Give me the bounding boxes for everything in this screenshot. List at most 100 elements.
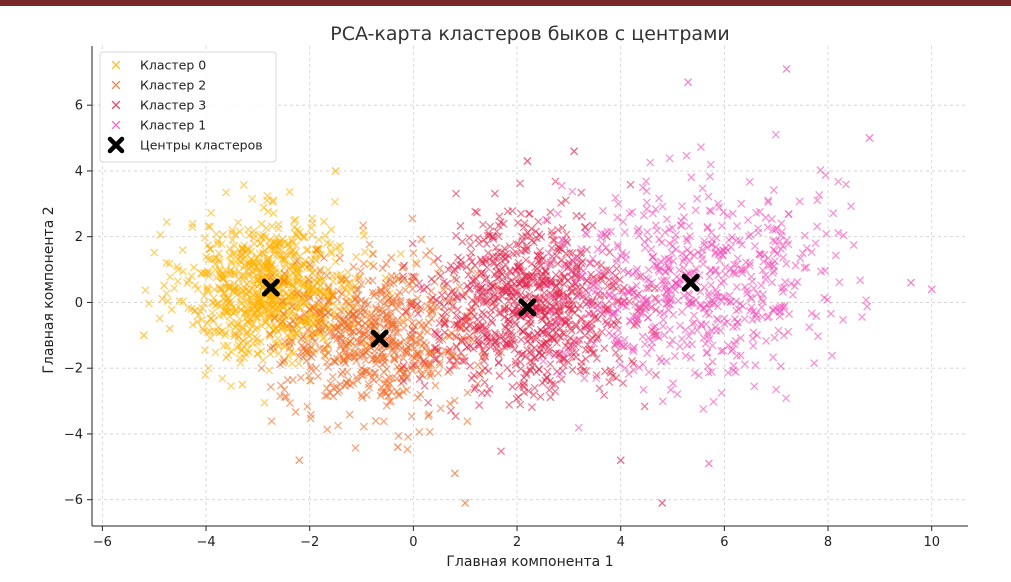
scatter-point bbox=[585, 284, 594, 292]
scatter-point bbox=[636, 309, 645, 318]
scatter-point bbox=[447, 406, 455, 415]
scatter-point bbox=[318, 326, 327, 334]
scatter-point bbox=[494, 221, 503, 230]
scatter-point bbox=[768, 225, 777, 234]
scatter-point bbox=[256, 268, 264, 277]
scatter-point bbox=[689, 251, 698, 260]
scatter-point bbox=[491, 328, 499, 337]
scatter-point bbox=[727, 243, 735, 252]
scatter-point bbox=[315, 319, 323, 328]
scatter-point bbox=[198, 304, 207, 312]
scatter-point bbox=[485, 385, 494, 393]
scatter-point bbox=[504, 251, 513, 260]
scatter-point bbox=[257, 364, 266, 372]
scatter-point bbox=[476, 255, 485, 264]
scatter-point bbox=[560, 263, 569, 271]
scatter-point bbox=[320, 217, 328, 226]
scatter-point bbox=[615, 275, 624, 284]
scatter-point bbox=[247, 293, 256, 302]
scatter-point bbox=[269, 326, 277, 335]
scatter-point bbox=[745, 178, 754, 186]
scatter-point bbox=[927, 285, 936, 294]
scatter-point bbox=[401, 286, 410, 294]
scatter-point bbox=[717, 347, 726, 355]
scatter-point bbox=[699, 303, 708, 312]
scatter-point bbox=[235, 227, 244, 236]
scatter-point bbox=[461, 313, 470, 321]
scatter-point bbox=[188, 321, 197, 329]
scatter-point bbox=[256, 296, 264, 305]
scatter-point bbox=[465, 332, 474, 340]
scatter-point bbox=[448, 302, 457, 311]
scatter-point bbox=[727, 347, 736, 355]
scatter-point bbox=[385, 397, 394, 406]
scatter-point bbox=[139, 331, 148, 340]
scatter-point bbox=[747, 272, 756, 281]
scatter-point bbox=[784, 210, 793, 218]
scatter-point bbox=[594, 281, 603, 289]
scatter-point bbox=[511, 357, 520, 366]
scatter-point bbox=[800, 231, 809, 240]
scatter-point bbox=[784, 240, 793, 249]
scatter-point bbox=[307, 343, 316, 351]
scatter-point bbox=[629, 366, 638, 375]
scatter-point bbox=[657, 238, 666, 247]
scatter-point bbox=[479, 298, 488, 307]
scatter-point bbox=[306, 264, 314, 272]
scatter-point bbox=[407, 298, 416, 307]
scatter-point bbox=[649, 331, 658, 340]
scatter-point bbox=[839, 231, 848, 240]
scatter-point bbox=[242, 266, 251, 275]
scatter-point bbox=[725, 291, 734, 300]
scatter-point bbox=[724, 341, 733, 350]
scatter-point bbox=[502, 324, 510, 333]
scatter-point bbox=[678, 335, 686, 343]
scatter-point bbox=[658, 397, 667, 406]
scatter-point bbox=[505, 242, 514, 251]
scatter-point bbox=[711, 286, 720, 294]
scatter-point bbox=[435, 319, 444, 327]
scatter-point bbox=[633, 227, 642, 235]
scatter-point bbox=[383, 286, 392, 295]
scatter-point bbox=[375, 375, 383, 383]
scatter-point bbox=[771, 237, 780, 246]
scatter-point bbox=[729, 366, 738, 375]
scatter-point bbox=[170, 284, 179, 293]
y-tick-label: 2 bbox=[75, 230, 83, 245]
scatter-point bbox=[408, 214, 417, 223]
scatter-point bbox=[384, 318, 392, 327]
scatter-point bbox=[254, 290, 262, 299]
scatter-point bbox=[292, 241, 300, 250]
scatter-point bbox=[613, 339, 621, 348]
scatter-point bbox=[379, 417, 388, 426]
scatter-point bbox=[567, 288, 576, 297]
scatter-point bbox=[365, 341, 374, 349]
scatter-point bbox=[765, 261, 774, 270]
scatter-point bbox=[309, 303, 318, 312]
scatter-point bbox=[664, 286, 672, 294]
scatter-point bbox=[486, 222, 494, 231]
scatter-point bbox=[711, 266, 720, 275]
scatter-point bbox=[708, 341, 717, 350]
scatter-point bbox=[221, 303, 230, 312]
scatter-point bbox=[621, 228, 629, 236]
scatter-point bbox=[528, 362, 536, 371]
scatter-point bbox=[737, 199, 746, 208]
scatter-point bbox=[494, 351, 503, 359]
scatter-point bbox=[359, 422, 368, 431]
scatter-point bbox=[238, 244, 247, 252]
scatter-point bbox=[664, 265, 673, 274]
scatter-point bbox=[674, 280, 682, 289]
scatter-point bbox=[679, 264, 688, 273]
scatter-point bbox=[763, 223, 772, 232]
scatter-point bbox=[690, 369, 699, 377]
scatter-point bbox=[405, 313, 414, 322]
scatter-point bbox=[658, 202, 667, 211]
scatter-point bbox=[260, 398, 269, 407]
scatter-point bbox=[638, 183, 647, 192]
scatter-point bbox=[661, 280, 670, 289]
scatter-point bbox=[645, 368, 653, 376]
scatter-point bbox=[473, 295, 481, 303]
scatter-point bbox=[229, 309, 238, 317]
scatter-point bbox=[750, 382, 759, 391]
